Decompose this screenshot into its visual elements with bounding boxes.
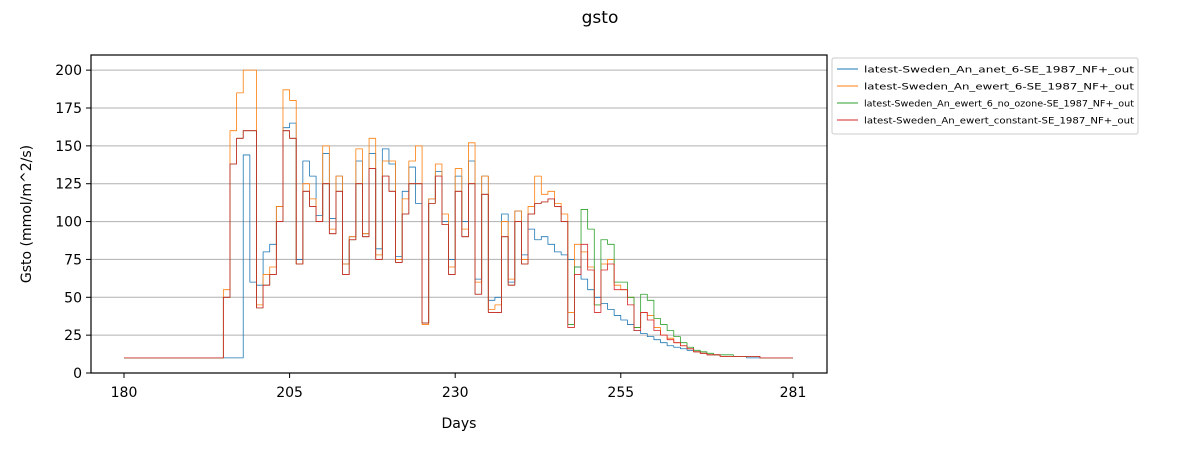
series-line-4 — [124, 130, 793, 359]
series-line-3 — [124, 130, 793, 359]
series-line-1 — [124, 122, 793, 359]
y-tick-label: 25 — [64, 328, 82, 344]
series-layer — [124, 69, 793, 359]
plot-frame — [90, 54, 828, 374]
y-tick-label: 175 — [55, 101, 82, 117]
x-tick-label: 180 — [111, 385, 138, 401]
y-tick-label: 75 — [64, 252, 82, 268]
x-tick-label: 230 — [442, 385, 469, 401]
legend-label: latest-Sweden_An_ewert_6_no_ozone-SE_198… — [864, 100, 1134, 110]
series-line-2 — [124, 69, 793, 359]
x-axis-label: Days — [442, 416, 477, 432]
legend-label: latest-Sweden_An_ewert_6-SE_1987_NF+_out — [864, 83, 1135, 93]
y-tick-label: 125 — [55, 177, 82, 193]
y-axis-label: Gsto (mmol/m^2/s) — [19, 145, 35, 283]
y-tick-label: 200 — [55, 63, 82, 79]
x-tick-label: 255 — [607, 385, 634, 401]
chart-title: gsto — [582, 8, 619, 28]
x-tick-label: 281 — [780, 385, 807, 401]
legend-box — [831, 57, 1139, 135]
y-tick-label: 0 — [73, 366, 82, 382]
y-tick-label: 50 — [64, 290, 82, 306]
y-tick-label: 100 — [55, 215, 82, 231]
x-tick-label: 205 — [276, 385, 303, 401]
legend-label: latest-Sweden_An_ewert_constant-SE_1987_… — [864, 117, 1135, 127]
legend: latest-Sweden_An_anet_6-SE_1987_NF+_outl… — [831, 57, 1139, 135]
tick-layer: 0 25 50 75 100 125 150 175 200 180 205 230 255 281 — [55, 63, 806, 401]
y-tick-label: 150 — [55, 139, 82, 155]
legend-label: latest-Sweden_An_anet_6-SE_1987_NF+_out — [864, 66, 1135, 76]
grid-layer — [91, 69, 827, 374]
